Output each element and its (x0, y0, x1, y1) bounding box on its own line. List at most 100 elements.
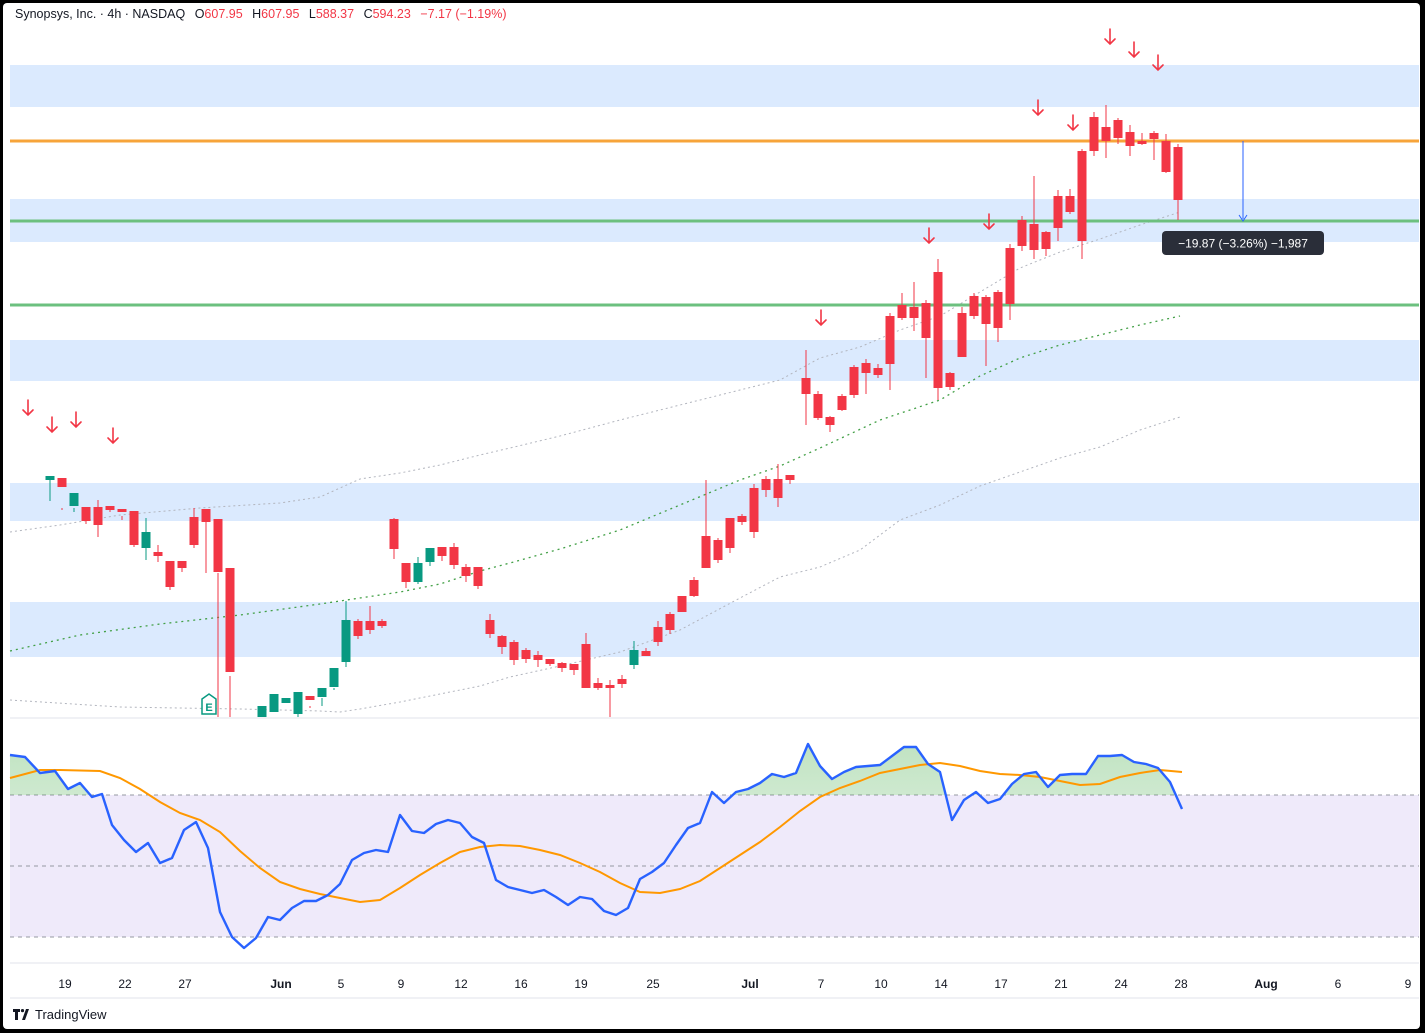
earnings-badge[interactable]: E (201, 693, 217, 715)
candle-body (737, 516, 747, 522)
candle-body (1077, 151, 1087, 241)
candle-body (1161, 141, 1171, 172)
candle-body (981, 297, 991, 324)
candle-body (377, 621, 387, 626)
sell-arrow-icon (1067, 114, 1079, 132)
candle (1005, 244, 1015, 320)
candle (341, 601, 351, 667)
candle-body (545, 659, 555, 664)
candle (1077, 149, 1087, 259)
x-tick-label: 14 (934, 977, 948, 991)
candle (689, 577, 699, 597)
candle-body (473, 567, 483, 586)
sell-arrow-icon (815, 309, 827, 327)
candle-body (317, 688, 327, 697)
candle (993, 290, 1003, 342)
candle (557, 662, 567, 672)
symbol-title[interactable]: Synopsys, Inc. · 4h · NASDAQ (15, 7, 186, 21)
candle-body (105, 506, 115, 510)
support-resistance-zone (10, 483, 1419, 521)
candle (749, 484, 759, 538)
candle (1029, 176, 1039, 259)
candle (825, 416, 835, 432)
candles-layer: E (45, 105, 1183, 717)
candle-body (449, 547, 459, 565)
candle-body (281, 698, 291, 703)
candle (837, 394, 847, 411)
candle (957, 307, 967, 357)
candle-body (713, 540, 723, 560)
open-value: 607.95 (204, 7, 243, 21)
rsi-pane (9, 717, 1419, 950)
earnings-badge-label: E (205, 702, 212, 714)
x-tick-label: 19 (58, 977, 72, 991)
candle (485, 614, 495, 638)
candle-body (365, 621, 375, 630)
candle (785, 475, 795, 484)
candle-body (653, 627, 663, 642)
candle (509, 640, 519, 665)
candle (1113, 118, 1123, 144)
candle (1125, 125, 1135, 156)
candle-body (861, 363, 871, 373)
x-tick-label: 22 (118, 977, 132, 991)
candle (801, 350, 811, 425)
candle (773, 464, 783, 507)
candle-body (533, 655, 543, 660)
candle (641, 648, 651, 656)
candle-body (761, 479, 771, 490)
candle (473, 567, 483, 589)
candle (401, 563, 411, 588)
candle (861, 359, 871, 394)
x-tick-label: 17 (994, 977, 1008, 991)
candle (1101, 105, 1111, 158)
candle-body (269, 694, 279, 712)
candle (605, 680, 615, 717)
candle-body (969, 296, 979, 316)
candle-body (1089, 117, 1099, 151)
candle-body (521, 650, 531, 659)
candle (581, 633, 591, 688)
candle-body (461, 567, 471, 576)
candle (105, 506, 115, 512)
tradingview-logo[interactable]: TradingView (13, 1007, 107, 1022)
candle (189, 508, 199, 548)
candle-body (45, 476, 55, 480)
x-tick-label: Jul (741, 977, 758, 991)
candle-body (1149, 133, 1159, 139)
candle (1065, 189, 1075, 214)
high-value: 607.95 (261, 7, 300, 21)
candle (665, 612, 675, 634)
x-tick-label: 28 (1174, 977, 1188, 991)
open-label: O (194, 7, 205, 21)
x-tick-label: 16 (514, 977, 528, 991)
candle (897, 293, 907, 320)
candle-body (153, 552, 163, 556)
candle-body (701, 536, 711, 568)
rsi-line (9, 742, 1184, 950)
high-label: H (252, 7, 262, 21)
candle-body (213, 519, 223, 572)
bollinger-layer (9, 211, 1181, 713)
candle (117, 509, 127, 520)
candle-body (1053, 196, 1063, 228)
support-resistance-zone (10, 602, 1419, 657)
candle-body (141, 532, 151, 548)
x-tick-label: 10 (874, 977, 888, 991)
brand-label: TradingView (35, 1007, 107, 1022)
candle-body (201, 509, 211, 522)
candle-body (177, 561, 187, 568)
candle (81, 507, 91, 524)
x-tick-label: 9 (398, 977, 405, 991)
candle (1161, 134, 1171, 173)
support-resistance-zone (10, 340, 1419, 381)
candle (873, 364, 883, 378)
x-tick-label: 24 (1114, 977, 1128, 991)
chart-header: Synopsys, Inc. · 4h · NASDAQ O607.95 H60… (15, 7, 512, 21)
candle (213, 519, 223, 717)
candle-body (1005, 248, 1015, 304)
candle (1089, 112, 1099, 156)
sell-arrow-icon (1032, 99, 1044, 117)
